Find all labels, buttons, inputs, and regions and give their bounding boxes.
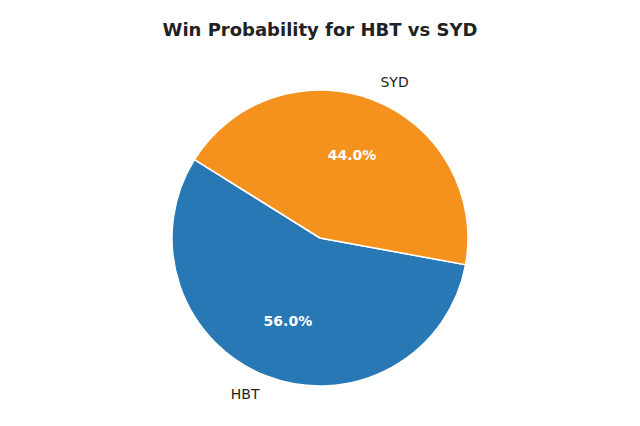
slice-category-label: SYD xyxy=(380,74,408,90)
slice-value-label: 44.0% xyxy=(328,147,377,163)
slice-category-label: HBT xyxy=(231,386,260,402)
pie-slice xyxy=(194,90,468,265)
pie-slices xyxy=(172,90,468,386)
chart-container: Win Probability for HBT vs SYD 56.0% HBT 44… xyxy=(0,0,640,426)
chart-title: Win Probability for HBT vs SYD xyxy=(163,19,478,40)
slice-value-label: 56.0% xyxy=(264,313,313,329)
pie-labels: 56.0% HBT 44.0% SYD xyxy=(231,74,409,402)
chart-svg: Win Probability for HBT vs SYD 56.0% HBT 44… xyxy=(0,0,640,426)
